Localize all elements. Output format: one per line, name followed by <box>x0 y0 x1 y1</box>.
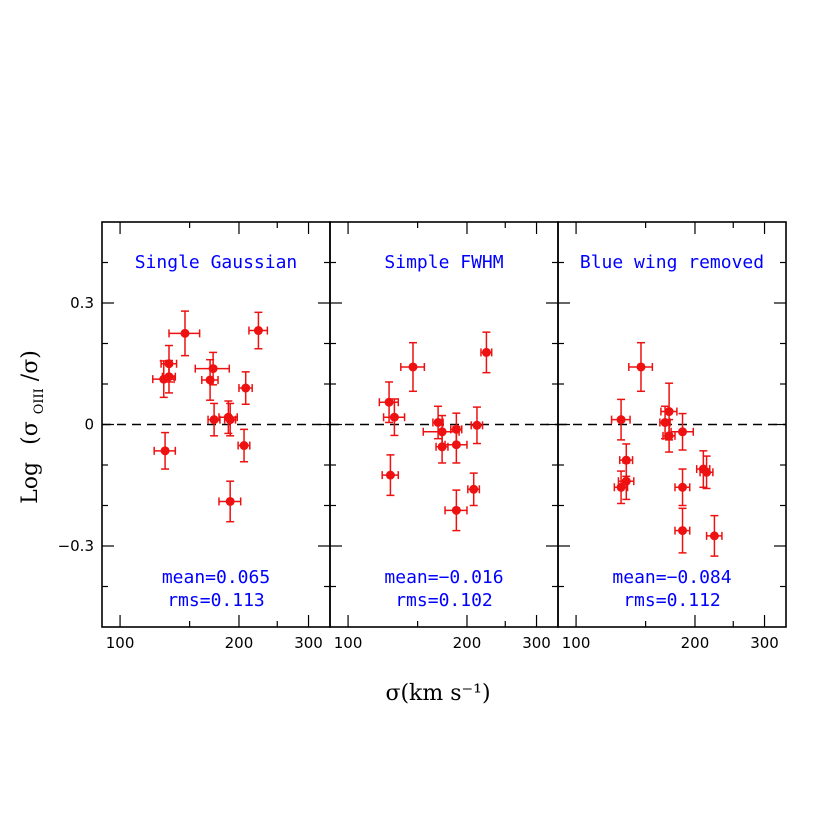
data-point <box>678 526 688 536</box>
data-point-group <box>674 468 691 507</box>
x-tick-label: 200 <box>225 634 254 652</box>
data-point-group <box>628 341 654 393</box>
data-point-group <box>382 398 406 437</box>
x-tick-label: 300 <box>522 634 551 652</box>
data-point <box>433 417 443 427</box>
data-point-group <box>705 514 723 557</box>
mean-label: mean=−0.016 <box>384 567 503 588</box>
data-point <box>616 415 626 425</box>
mean-label: mean=−0.084 <box>612 567 731 588</box>
panel-title: Simple FWHM <box>384 252 503 273</box>
data-point <box>469 484 479 494</box>
data-point <box>384 397 394 407</box>
y-axis-title-log: Log <box>18 462 43 504</box>
data-point <box>160 446 170 456</box>
data-point <box>678 427 688 437</box>
data-point <box>385 470 395 480</box>
data-point-group <box>699 455 714 490</box>
y-tick-label: 0 <box>84 416 94 434</box>
data-point <box>621 476 631 486</box>
y-axis-title: Log (σ OIII /σ) <box>18 350 49 504</box>
rms-label: rms=0.102 <box>395 590 493 611</box>
data-point <box>636 362 646 372</box>
data-point <box>241 383 251 393</box>
data-point-group <box>223 402 237 437</box>
data-point-group <box>161 359 177 394</box>
data-point <box>164 372 174 382</box>
data-point-group <box>470 406 484 445</box>
y-axis-title-tail: /σ) <box>18 350 43 381</box>
data-point-group <box>613 470 629 505</box>
data-point <box>664 407 674 417</box>
data-point <box>709 531 719 541</box>
data-point-group <box>480 331 493 374</box>
panel-3: 100 200 300 Blue wing removed mean=−0.084rms… <box>557 221 787 652</box>
y-axis-title-subscript: OIII <box>32 388 47 414</box>
data-point <box>253 326 263 336</box>
data-point-group <box>168 310 201 357</box>
data-point <box>180 328 190 338</box>
x-axis-title: σ(km s⁻¹) <box>385 681 490 706</box>
data-point <box>225 496 235 506</box>
data-point <box>451 505 461 515</box>
data-point-group <box>381 454 400 497</box>
data-point <box>205 375 215 385</box>
x-tick-label: 100 <box>106 634 135 652</box>
x-tick-label: 300 <box>294 634 323 652</box>
data-point <box>472 420 482 430</box>
data-point-group <box>467 472 481 507</box>
data-point-group <box>237 428 251 463</box>
panel-title: Single Gaussian <box>135 252 298 273</box>
y-axis-title-ratio: (σ <box>18 421 43 445</box>
x-tick-label: 200 <box>681 634 710 652</box>
data-point-group <box>378 381 400 424</box>
data-point-group <box>218 480 242 523</box>
data-point <box>616 482 626 492</box>
data-point <box>664 431 674 441</box>
data-point <box>225 415 235 425</box>
data-point <box>239 441 249 451</box>
panel-1: 100 200 300 Single Gaussian mean=0.065rms=0.… <box>101 221 331 652</box>
rms-label: rms=0.112 <box>623 590 721 611</box>
data-point-group <box>400 341 426 393</box>
data-point-group <box>201 358 219 401</box>
data-point-group <box>248 311 269 350</box>
data-point <box>408 362 418 372</box>
data-point <box>678 482 688 492</box>
mean-label: mean=0.065 <box>162 567 270 588</box>
data-point-group <box>153 431 177 470</box>
y-tick-label: 0.3 <box>70 294 94 312</box>
data-point-group <box>194 351 231 386</box>
data-point-group <box>674 507 691 554</box>
data-point-group <box>207 402 221 437</box>
data-point <box>389 412 399 422</box>
data-point-group <box>238 371 253 405</box>
x-tick-label: 100 <box>562 634 591 652</box>
data-point <box>451 440 461 450</box>
x-tick-label: 300 <box>750 634 779 652</box>
x-tick-label: 100 <box>334 634 363 652</box>
panel-title: Blue wing removed <box>580 252 764 273</box>
data-point-group <box>610 398 631 441</box>
data-point <box>209 415 219 425</box>
data-point <box>208 364 218 374</box>
y-tick-label: −0.3 <box>58 537 94 555</box>
data-point-group <box>444 489 468 532</box>
x-tick-label: 200 <box>453 634 482 652</box>
data-point-group <box>444 425 468 464</box>
data-point <box>481 347 491 357</box>
rms-label: rms=0.113 <box>167 590 265 611</box>
data-point <box>702 467 712 477</box>
data-point-group <box>670 412 695 451</box>
